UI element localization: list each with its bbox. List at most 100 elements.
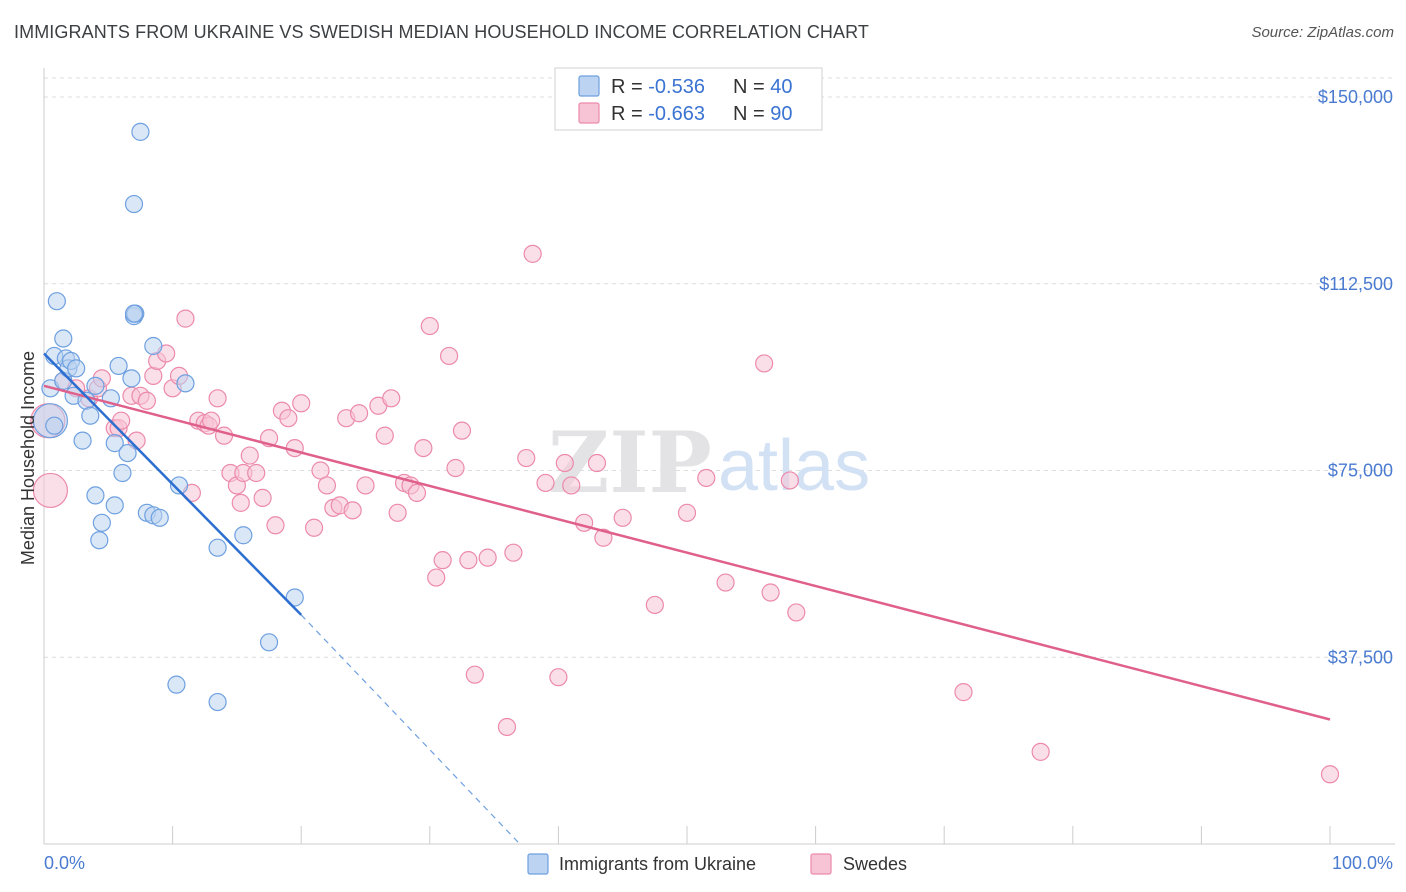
- ukraine-point-12: [73, 431, 92, 450]
- swedes-point-82: [761, 583, 780, 602]
- swedes-point-14: [144, 366, 163, 385]
- ukraine-series-label: Immigrants from Ukraine: [559, 854, 756, 874]
- swedes-point-25: [208, 389, 227, 408]
- ukraine-point-15: [86, 376, 105, 395]
- ukraine-point-35: [169, 476, 189, 495]
- ukraine-point-22: [109, 356, 128, 376]
- swedes-point-66: [497, 717, 517, 737]
- swedes-point-52: [388, 503, 407, 522]
- swedes-point-37: [279, 409, 298, 428]
- stats-legend: R = -0.536 N = 40 R = -0.663 N = 90: [554, 67, 823, 131]
- swedes-series-swatch: [810, 853, 832, 875]
- ukraine-point-20: [105, 496, 124, 515]
- swedes-points: [30, 244, 1340, 784]
- ukraine-point-30: [131, 122, 150, 141]
- swedes-point-42: [317, 476, 337, 495]
- ukraine-point-38: [234, 526, 253, 545]
- swedes-point-68: [517, 448, 536, 468]
- ukraine-point-25: [122, 369, 141, 388]
- ukraine-point-29: [124, 194, 144, 214]
- swedes-point-59: [433, 551, 452, 570]
- swedes-point-26: [214, 426, 234, 445]
- swedes-point-46: [343, 501, 362, 520]
- swedes-point-51: [382, 389, 401, 408]
- ukraine-n-value: 40: [770, 76, 792, 98]
- swedes-point-63: [459, 551, 478, 570]
- axis-tick-labels: $37,500 $75,000 $112,500 $150,000 0.0% 100.0%: [44, 87, 1393, 873]
- swedes-point-70: [536, 473, 555, 493]
- ukraine-point-16: [86, 486, 105, 505]
- swedes-point-67: [504, 543, 523, 562]
- swedes-n-label: N =: [733, 103, 770, 125]
- ukraine-point-2: [45, 416, 64, 435]
- swedes-point-71: [549, 668, 568, 687]
- swedes-point-40: [304, 518, 324, 537]
- swedes-series-label: Swedes: [843, 854, 907, 874]
- ukraine-point-34: [150, 508, 169, 527]
- ukraine-legend-swatch: [578, 75, 600, 97]
- ukraine-point-39: [259, 633, 279, 652]
- ukraine-point-41: [167, 675, 186, 694]
- ukraine-point-23: [113, 463, 132, 483]
- y-tick-label-2: $112,500: [1319, 274, 1393, 294]
- watermark: ZIP atlas: [548, 413, 870, 512]
- ukraine-legend-row: R = -0.536 N = 40: [611, 76, 793, 98]
- swedes-legend-swatch: [578, 102, 600, 124]
- x-tick-label-1: 100.0%: [1332, 853, 1393, 873]
- swedes-point-73: [562, 476, 581, 495]
- y-axis-label: Median Household Income: [18, 351, 38, 565]
- ukraine-point-4: [47, 292, 66, 311]
- ukraine-point-36: [176, 374, 195, 393]
- swedes-point-33: [253, 488, 272, 507]
- series-legend: Immigrants from Ukraine Swedes: [527, 853, 907, 875]
- ukraine-point-18: [92, 513, 111, 532]
- y-tick-label-0: $37,500: [1328, 647, 1393, 667]
- ukraine-point-21: [105, 434, 124, 453]
- ukraine-point-37: [208, 538, 227, 557]
- watermark-atlas: atlas: [718, 426, 870, 506]
- y-tick-label-3: $150,000: [1318, 87, 1393, 107]
- swedes-point-32: [247, 463, 266, 483]
- swedes-point-47: [349, 404, 369, 423]
- ukraine-point-28: [124, 304, 144, 323]
- axes: [43, 68, 1395, 845]
- swedes-point-31: [240, 446, 259, 465]
- ukraine-point-40: [208, 692, 227, 712]
- ukraine-points: [32, 122, 304, 712]
- swedes-point-58: [427, 568, 446, 587]
- ukraine-point-11: [67, 359, 86, 378]
- swedes-point-72: [555, 453, 574, 473]
- swedes-point-61: [446, 458, 465, 478]
- swedes-point-57: [420, 316, 439, 336]
- swedes-point-87: [1031, 742, 1050, 761]
- y-tick-label-1: $75,000: [1328, 461, 1393, 481]
- ukraine-point-24: [118, 443, 137, 463]
- swedes-point-88: [1320, 765, 1340, 784]
- swedes-n-value: 90: [770, 103, 792, 125]
- swedes-point-65: [478, 548, 497, 567]
- swedes-point-75: [594, 528, 613, 547]
- watermark-zip: ZIP: [548, 413, 712, 512]
- swedes-point-81: [716, 573, 735, 592]
- swedes-point-13: [137, 391, 156, 410]
- swedes-point-85: [780, 471, 799, 490]
- ukraine-r-label: R =: [611, 76, 648, 98]
- ukraine-point-42: [285, 588, 304, 607]
- ukraine-trend-line: [43, 352, 303, 616]
- swedes-point-1: [32, 472, 69, 509]
- ukraine-r-value: -0.536: [648, 76, 705, 98]
- swedes-r-label: R =: [611, 103, 648, 125]
- swedes-point-48: [356, 476, 375, 495]
- swedes-point-9: [112, 411, 131, 430]
- x-tick-label-0: 0.0%: [44, 853, 85, 873]
- swedes-point-19: [176, 309, 195, 328]
- swedes-point-79: [677, 503, 697, 522]
- source-credit: Source: ZipAtlas.com: [1251, 24, 1394, 41]
- swedes-point-56: [414, 438, 433, 458]
- swedes-point-78: [645, 595, 664, 615]
- ukraine-series-swatch: [527, 853, 549, 875]
- ukraine-trend-extension: [300, 614, 521, 845]
- swedes-r-value: -0.663: [648, 103, 705, 125]
- swedes-point-55: [407, 483, 427, 503]
